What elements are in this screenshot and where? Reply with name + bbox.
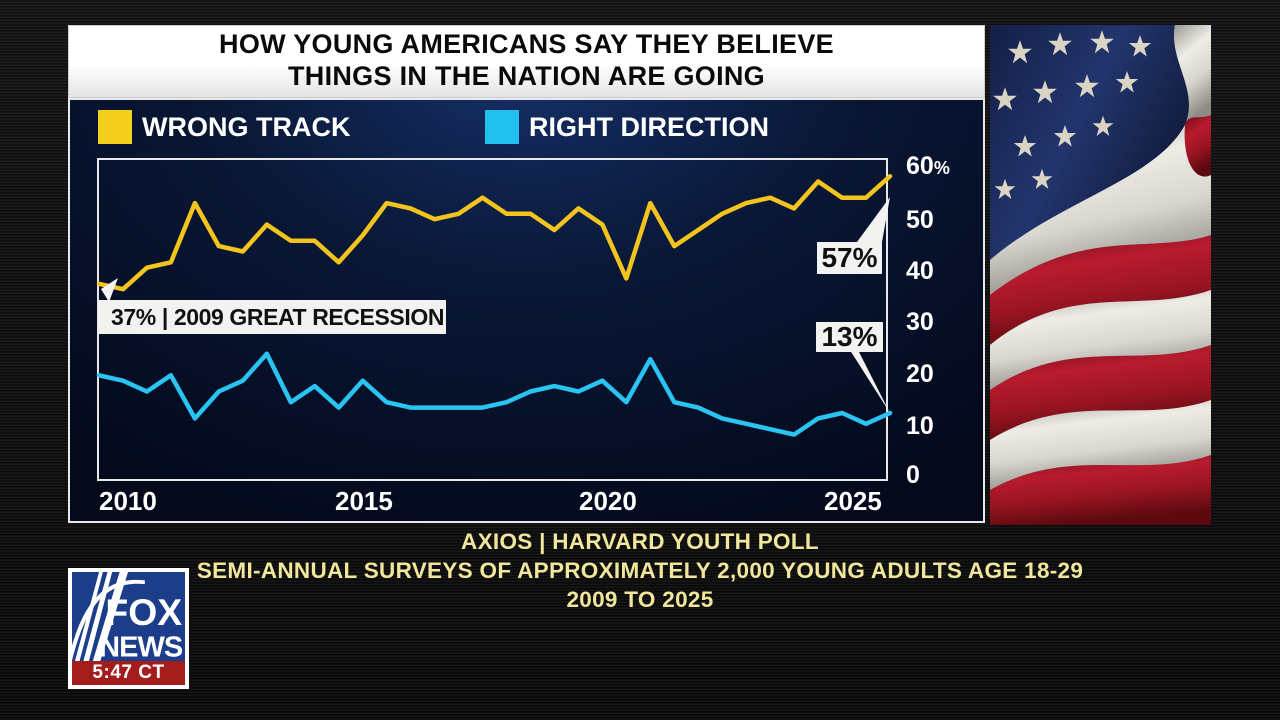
svg-text:FOX: FOX	[105, 591, 182, 633]
svg-text:NEWS: NEWS	[99, 632, 183, 664]
